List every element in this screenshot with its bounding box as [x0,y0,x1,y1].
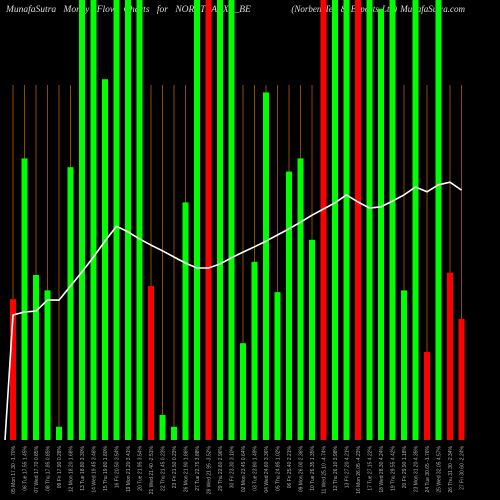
x-tick-label: 09 Mon 26.00 2.36% [298,445,304,492]
money-flow-bar-16 [194,0,200,440]
x-tick-label: 27 Fri 30.60 -2.24% [459,445,465,489]
x-tick-label: 26 Mon 21.90 1.86% [183,445,189,492]
money-flow-bar-5 [67,167,74,440]
money-flow-bar-23 [274,292,281,440]
x-tick-label: 19 Thu 29.55 4.42% [390,445,396,490]
x-tick-label: 27 Tue 22.75 3.88% [195,445,201,490]
money-flow-bar-28 [332,0,338,440]
money-flow-bar-32 [378,8,384,441]
x-tick-label: 16 Mon 26.05 -4.23% [356,445,362,493]
x-tick-label: 10 Tue 26.35 1.35% [310,445,316,490]
money-flow-bar-2 [33,275,39,440]
money-flow-bar-21 [251,261,258,440]
x-tick-label: 13 Tue 18.80 3.30% [80,445,86,490]
money-flow-bars [10,0,465,441]
money-flow-bar-19 [228,0,235,440]
x-tick-label: 07 Wed 17.70 0.85% [34,445,40,492]
money-flow-bar-33 [389,0,396,440]
x-tick-label: 15 Thu 19.80 1.80% [103,445,109,490]
x-tick-label: 24 Tue 30.65 -1.76% [425,445,431,492]
x-tick-label: 12 Mon 18.20 1.68% [68,445,74,492]
x-tick-label: 06 Fri 25.40 2.21% [287,445,293,488]
money-flow-bar-14 [171,426,177,440]
average-line-layer [4,181,462,441]
x-tick-label: 20 Tue 21.95 3.54% [137,445,143,490]
x-tick-label: 02 Mon 23.45 0.64% [241,445,247,492]
x-tick-label: 13 Fri 27.20 4.21% [344,445,350,488]
x-tick-label: 23 Fri 21.50 0.23% [172,445,178,488]
x-tick-label: 29 Thu 22.60 2.96% [218,445,224,490]
money-flow-bar-22 [263,92,269,441]
money-flow-bar-37 [435,0,442,440]
x-tick-label: 16 Fri 20.50 3.54% [114,445,120,488]
x-tick-label: 09 Fri 17.90 0.28% [57,445,63,488]
money-flow-bar-39 [458,319,465,440]
x-tick-label: 23 Mon 31.20 4.35% [413,445,419,492]
money-flow-bar-3 [44,290,51,440]
x-tick-label: 30 Fri 23.30 3.10% [229,445,235,488]
average-line [4,181,462,441]
money-flow-bar-38 [447,272,453,440]
money-flow-bar-25 [297,158,304,440]
money-flow-bar-18 [217,0,223,440]
x-tick-label: 28 Wed 21.95 -3.52% [206,445,212,494]
x-tick-label: 03 Tue 23.80 1.49% [252,445,258,490]
x-tick-label: 05 Thu 24.85 1.02% [275,445,281,490]
money-flow-bar-4 [56,426,62,440]
money-flow-bar-15 [182,202,189,440]
x-tick-label: 12 Thu 26.10 3.98% [333,445,339,490]
money-flow-bar-27 [320,0,327,440]
money-flow-bar-1 [21,158,28,440]
x-tick-label: 22 Thu 21.45 0.23% [160,445,166,490]
x-tick-label: 11 Wed 25.10 -4.74% [321,445,327,493]
money-flow-bar-34 [401,290,407,440]
x-tick-label: 21 Wed 21.40 -2.51% [149,445,155,494]
money-flow-bar-36 [424,352,430,440]
money-flow-bar-29 [343,0,350,440]
x-tick-label: 19 Mon 21.20 3.41% [126,445,132,492]
x-tick-label: 20 Fri 29.90 1.18% [402,445,408,488]
money-flow-bar-35 [412,0,419,440]
money-flow-bar-11 [136,0,143,440]
money-flow-bar-7 [90,0,97,440]
money-flow-bar-12 [148,286,154,440]
money-flow-bar-10 [125,0,131,440]
x-tick-label: 17 Tue 27.15 4.22% [367,445,373,490]
money-flow-bar-20 [240,343,246,440]
money-flow-bar-30 [355,0,361,440]
money-flow-bar-26 [309,239,315,440]
money-flow-bar-0 [10,299,16,440]
money-flow-bar-6 [79,0,85,440]
money-flow-bar-17 [205,0,212,440]
money-flow-bar-31 [366,0,373,440]
money-flow-bar-13 [159,414,166,440]
x-tick-label: 26 Thu 31.30 -2.34% [448,445,454,492]
x-tick-label: 14 Wed 19.45 3.46% [91,445,97,492]
x-tick-label: 05 Mon 17.30 -1.70% [11,445,17,493]
money-flow-bar-8 [102,79,108,440]
x-tick-label: 06 Tue 17.55 1.45% [22,445,28,490]
x-tick-label: 04 Wed 24.60 3.36% [264,445,270,492]
x-tick-label: 18 Wed 28.30 4.24% [379,445,385,492]
x-tick-label: 08 Thu 17.85 0.85% [45,445,51,490]
money-flow-bar-9 [113,0,120,440]
money-flow-bar-24 [286,171,292,440]
x-tick-label: 25 Wed 32.05 4.57% [436,445,442,492]
x-axis-labels: 05 Mon 17.30 -1.70% 06 Tue 17.55 1.45% 07 … [11,445,465,494]
